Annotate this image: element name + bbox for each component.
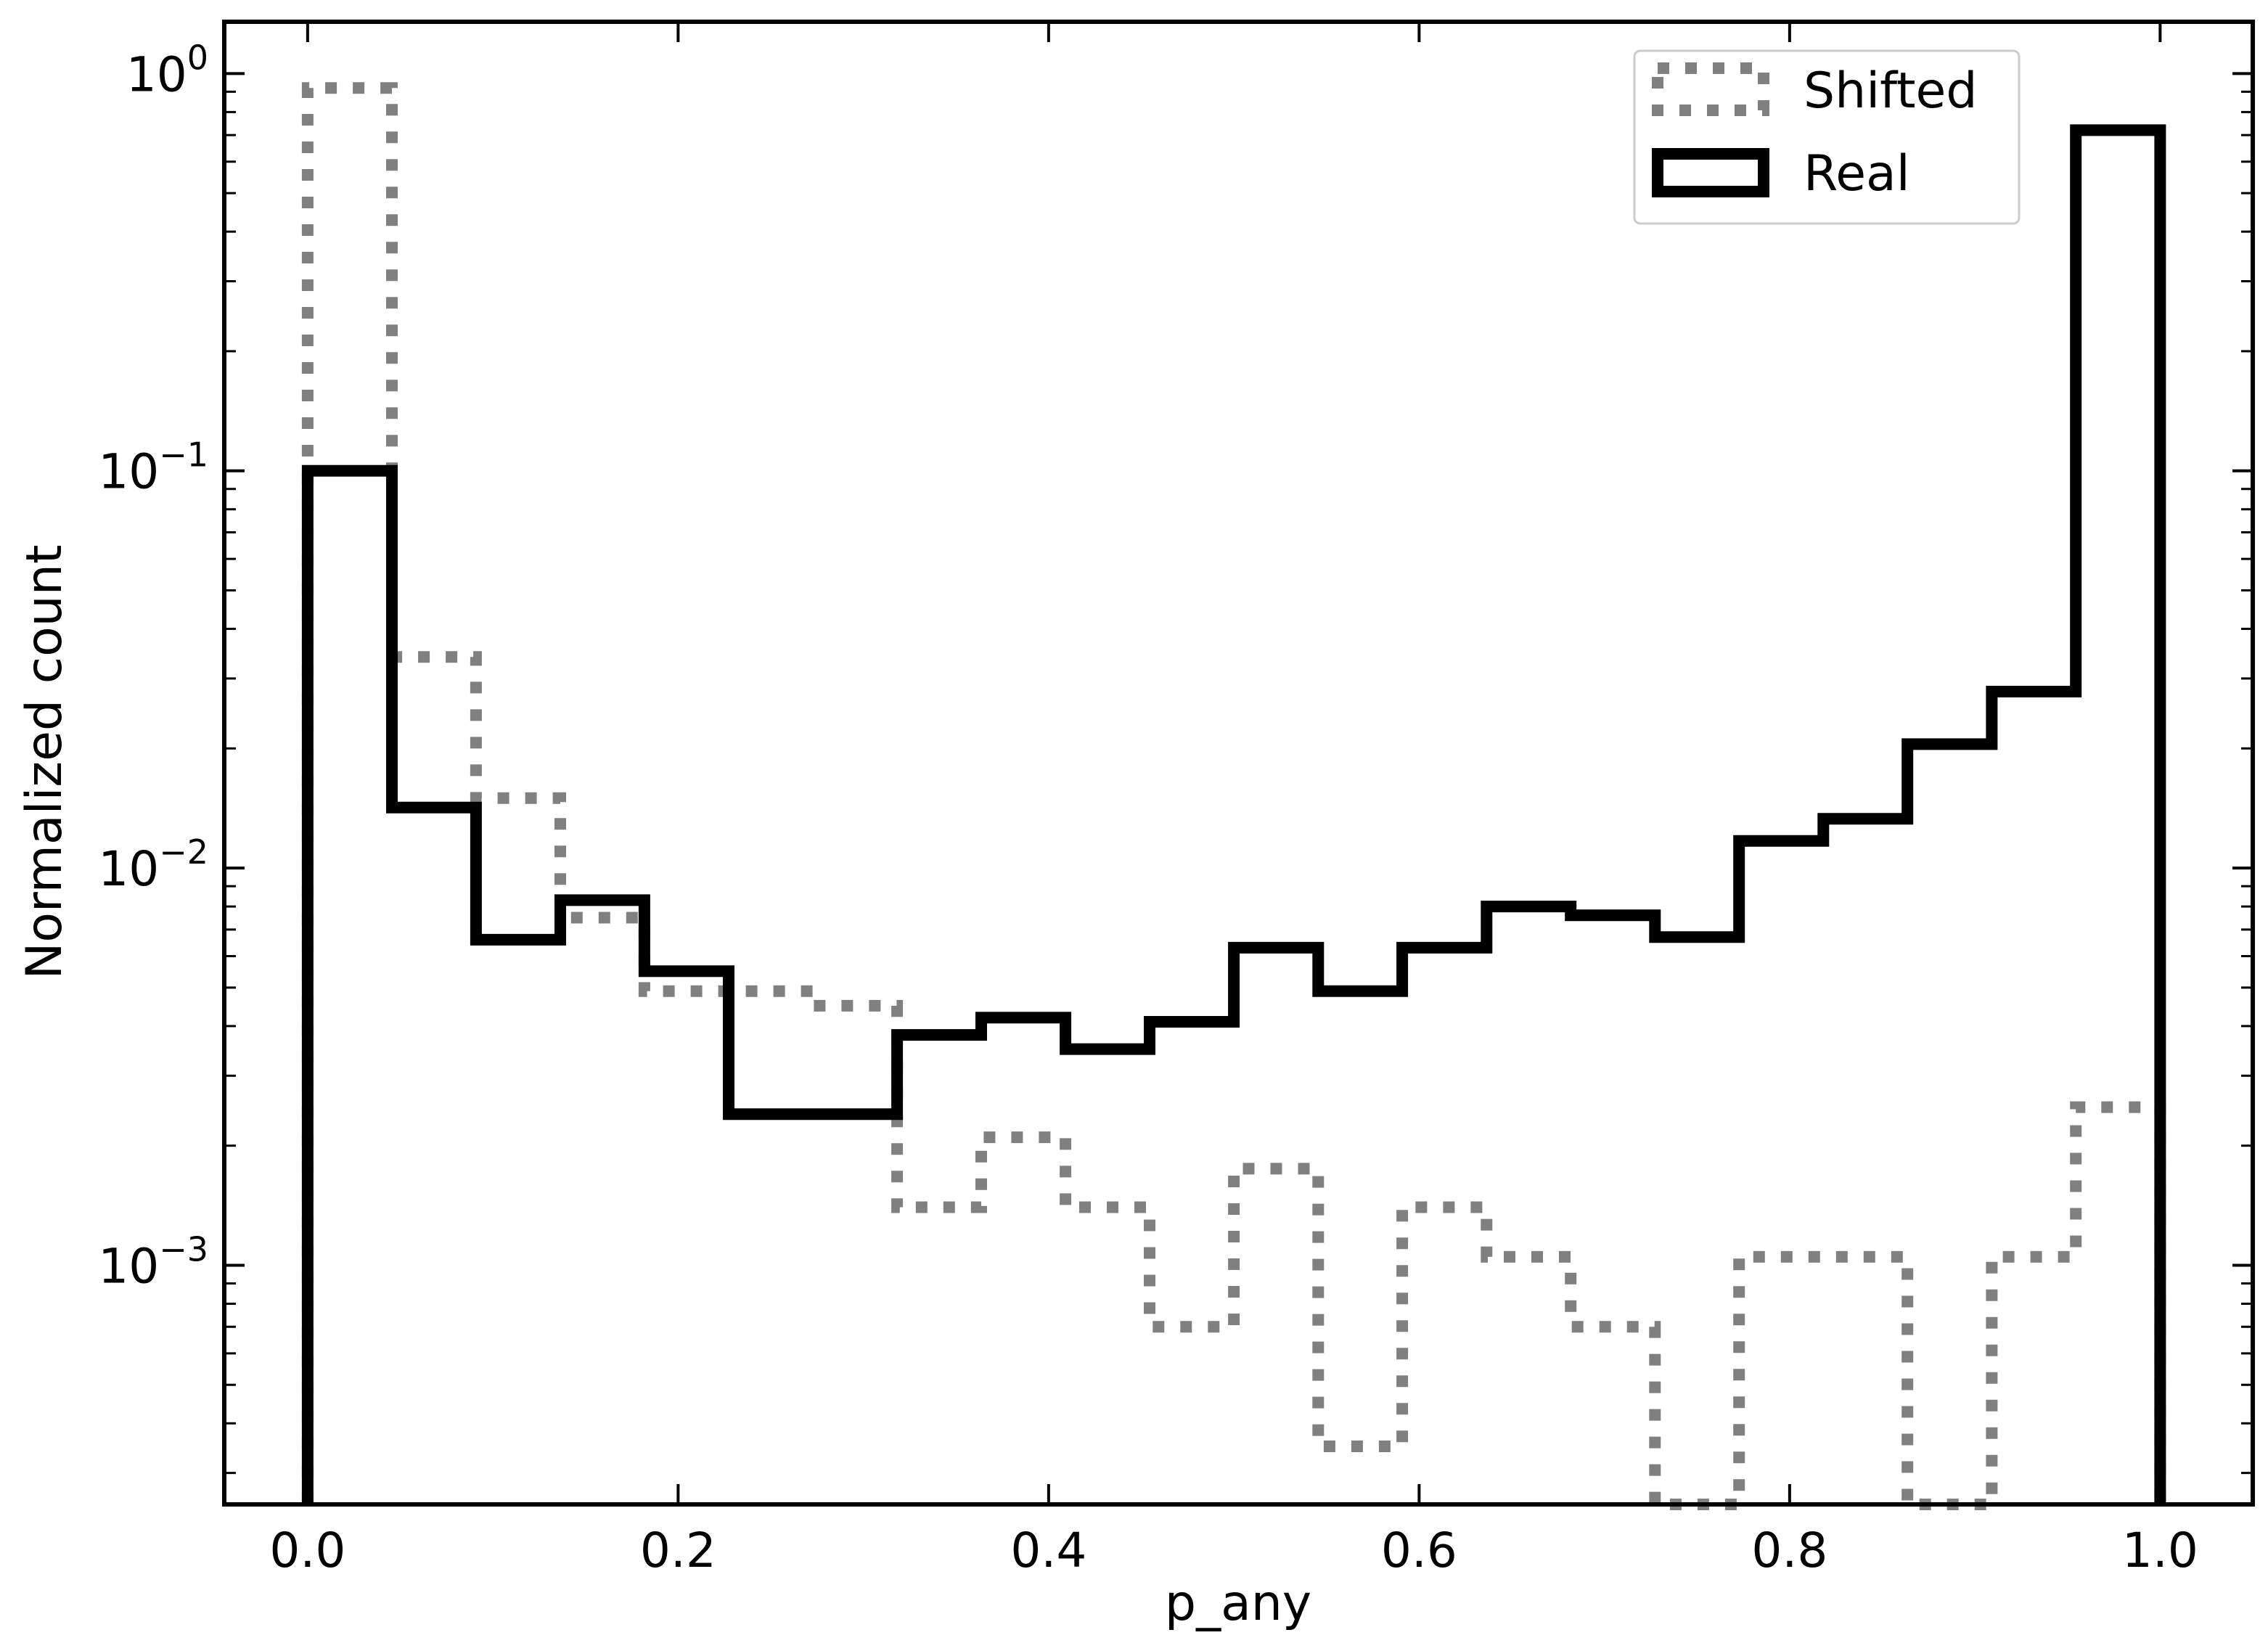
series-layer: [301, 82, 2166, 1510]
x-tick-label: 0.0: [269, 1523, 345, 1578]
legend-label-shifted: Shifted: [1804, 62, 1978, 120]
y-axis-label: Normalized count: [16, 544, 73, 979]
x-axis-label: p_any: [1165, 1575, 1311, 1632]
series-shifted: [301, 82, 2166, 1510]
legend-frame: [1633, 49, 2021, 225]
legend-swatch-shifted: [1652, 62, 1769, 116]
tick-layer: 0.0 0.2 0.4 0.6 0.8 1.0 100 10−1 10−2 10−3: [98, 22, 2253, 1578]
y-tick-label: 10−2: [98, 832, 208, 897]
x-tick-label: 0.2: [640, 1523, 716, 1578]
legend: Shifted Real: [1633, 49, 2021, 225]
y-tick-label: 100: [126, 38, 208, 102]
y-tick-label: 10−3: [98, 1229, 208, 1294]
legend-label-real: Real: [1804, 145, 1910, 202]
y-tick-label: 10−1: [98, 435, 208, 500]
x-tick-label: 0.6: [1381, 1523, 1457, 1578]
x-tick-label: 1.0: [2122, 1523, 2198, 1578]
x-tick-label: 0.8: [1751, 1523, 1827, 1578]
series-outline-real: [301, 124, 2166, 1504]
series-outline-shifted: [301, 82, 2166, 1510]
x-tick-label: 0.4: [1010, 1523, 1086, 1578]
plot-frame: [222, 20, 2255, 1507]
legend-swatch-real: [1652, 148, 1769, 197]
series-real: [301, 124, 2166, 1504]
